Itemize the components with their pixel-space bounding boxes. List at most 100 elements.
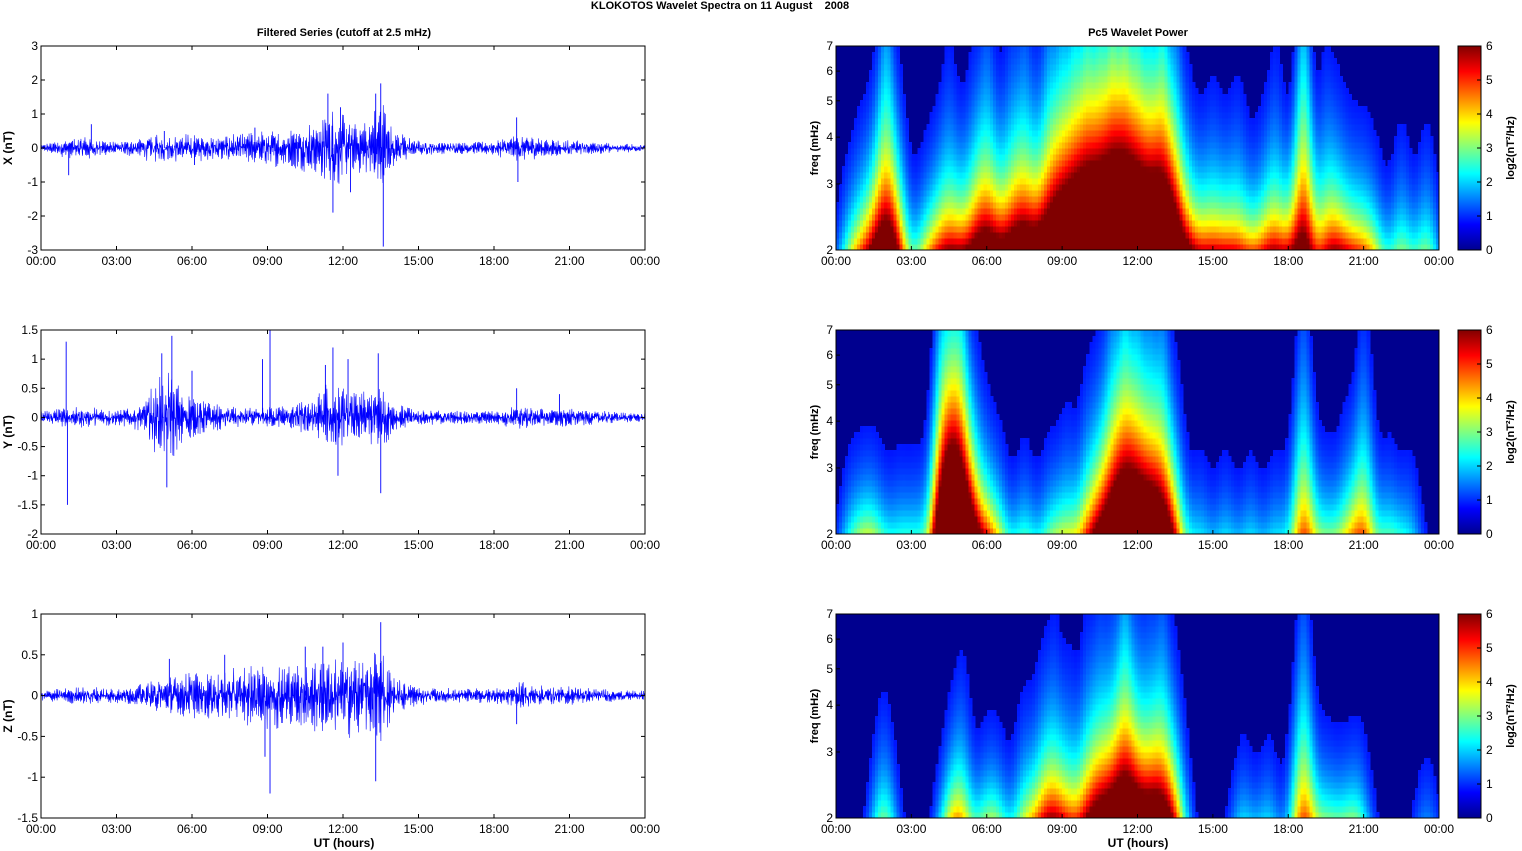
wavelet-z-x-tick-label: 00:00 <box>821 822 851 836</box>
wavelet-x-y-tick-label: 7 <box>826 39 833 53</box>
line-x-y-tick-label: -3 <box>27 243 38 257</box>
line-y-x-tick-label: 12:00 <box>328 538 358 552</box>
wavelet-x-colorbar-tick-label: 2 <box>1486 175 1493 189</box>
figure-title: KLOKOTOS Wavelet Spectra on 11 August 20… <box>591 0 849 12</box>
wavelet-y-colorbar-tick-label: 1 <box>1486 493 1493 507</box>
line-y-y-tick-label: -0.5 <box>17 440 38 454</box>
wavelet-x-y-tick-label: 2 <box>826 243 833 257</box>
line-x-y-tick-label: 1 <box>31 107 38 121</box>
line-y-x-tick-label: 03:00 <box>101 538 131 552</box>
left-column-title: Filtered Series (cutoff at 2.5 mHz) <box>257 27 432 39</box>
wavelet-z-colorbar-tick-label: 5 <box>1486 641 1493 655</box>
right-column-title: Pc5 Wavelet Power <box>1088 27 1189 39</box>
wavelet-y-x-tick-label: 03:00 <box>896 538 926 552</box>
line-z-y-tick-label: -1.5 <box>17 811 38 825</box>
wavelet-x-colorbar-tick-label: 4 <box>1486 107 1493 121</box>
line-z-x-tick-label: 03:00 <box>101 822 131 836</box>
wavelet-y-colorbar-tick-label: 0 <box>1486 527 1493 541</box>
wavelet-y-colorbar-label: log2(nT²/Hz) <box>1505 400 1517 464</box>
line-y-x-tick-label: 09:00 <box>252 538 282 552</box>
wavelet-x-x-tick-label: 00:00 <box>1424 254 1454 268</box>
line-x-x-tick-label: 00:00 <box>26 254 56 268</box>
line-z-y-tick-label: 0 <box>31 689 38 703</box>
wavelet-y-colorbar-tick-label: 3 <box>1486 425 1493 439</box>
wavelet-y-colorbar-tick-label: 4 <box>1486 391 1493 405</box>
wavelet-y-x-tick-label: 00:00 <box>1424 538 1454 552</box>
wavelet-y-y-tick-label: 4 <box>826 414 833 428</box>
wavelet-x-colorbar-tick-label: 0 <box>1486 243 1493 257</box>
wavelet-x-y-tick-label: 4 <box>826 130 833 144</box>
wavelet-y-heatmap-cells <box>836 330 1428 535</box>
wavelet-x-x-tick-label: 18:00 <box>1273 254 1303 268</box>
wavelet-y-y-tick-label: 2 <box>826 527 833 541</box>
wavelet-y-colorbar-tick-label: 6 <box>1486 323 1493 337</box>
wavelet-z-y-tick-label: 6 <box>826 632 833 646</box>
wavelet-x-x-tick-label: 12:00 <box>1122 254 1152 268</box>
line-x-x-tick-label: 18:00 <box>479 254 509 268</box>
line-y-y-tick-label: 1.5 <box>21 323 38 337</box>
line-z-panel: -1.5 -1 -0.5 0 0.5 1 00:00 03:00 06:00 09:00 12:00… <box>1 607 660 836</box>
wavelet-x-y-tick-label: 6 <box>826 64 833 78</box>
wavelet-y-y-tick-label: 5 <box>826 378 833 392</box>
line-z-x-tick-label: 21:00 <box>554 822 584 836</box>
wavelet-y-y-axis-label: freq (mHz) <box>809 404 821 459</box>
wavelet-z-colorbar-tick-label: 2 <box>1486 743 1493 757</box>
line-y-y-tick-label: -2 <box>27 527 38 541</box>
line-y-x-tick-label: 18:00 <box>479 538 509 552</box>
wavelet-z-y-tick-label: 2 <box>826 811 833 825</box>
wavelet-z-x-tick-label: 06:00 <box>972 822 1002 836</box>
wavelet-z-y-tick-label: 5 <box>826 662 833 676</box>
wavelet-y-x-tick-label: 09:00 <box>1047 538 1077 552</box>
wavelet-x-x-tick-label: 21:00 <box>1349 254 1379 268</box>
wavelet-y-y-tick-label: 7 <box>826 323 833 337</box>
line-x-y-tick-label: -1 <box>27 175 38 189</box>
wavelet-z-y-axis-label: freq (mHz) <box>809 688 821 743</box>
wavelet-z-colorbar-tick-label: 1 <box>1486 777 1493 791</box>
wavelet-z-x-tick-label: 12:00 <box>1122 822 1152 836</box>
wavelet-x-y-axis-label: freq (mHz) <box>809 120 821 175</box>
line-y-y-tick-label: 1 <box>31 352 38 366</box>
line-z-x-tick-label: 00:00 <box>26 822 56 836</box>
line-y-x-tick-label: 00:00 <box>26 538 56 552</box>
wavelet-x-x-tick-label: 06:00 <box>972 254 1002 268</box>
wavelet-z-x-tick-label: 18:00 <box>1273 822 1303 836</box>
line-y-x-tick-label: 21:00 <box>554 538 584 552</box>
line-y-y-tick-label: 0.5 <box>21 381 38 395</box>
line-z-x-tick-label: 09:00 <box>252 822 282 836</box>
wavelet-y-y-tick-label: 6 <box>826 348 833 362</box>
line-y-y-axis-label: Y (nT) <box>1 415 15 449</box>
wavelet-x-colorbar-tick-label: 6 <box>1486 39 1493 53</box>
wavelet-z-colorbar-tick-label: 0 <box>1486 811 1493 825</box>
line-x-x-tick-label: 21:00 <box>554 254 584 268</box>
line-y-y-tick-label: 0 <box>31 410 38 424</box>
wavelet-z-heatmap-cells <box>863 614 1440 819</box>
line-x-x-tick-label: 15:00 <box>403 254 433 268</box>
wavelet-x-y-tick-label: 5 <box>826 94 833 108</box>
wavelet-x-y-tick-label: 3 <box>826 177 833 191</box>
line-x-y-tick-label: -2 <box>27 209 38 223</box>
line-x-x-tick-label: 03:00 <box>101 254 131 268</box>
wavelet-z-x-tick-label: 21:00 <box>1349 822 1379 836</box>
wavelet-y-colorbar-tick-label: 5 <box>1486 357 1493 371</box>
x-axis-label-right: UT (hours) <box>1108 836 1169 850</box>
line-y-plot-area <box>41 330 645 534</box>
wavelet-z-colorbar-tick-label: 6 <box>1486 607 1493 621</box>
line-z-x-tick-label: 06:00 <box>177 822 207 836</box>
line-z-x-tick-label: 15:00 <box>403 822 433 836</box>
line-y-x-tick-label: 15:00 <box>403 538 433 552</box>
line-z-x-tick-label: 00:00 <box>630 822 660 836</box>
wavelet-x-colorbar-tick-label: 5 <box>1486 73 1493 87</box>
wavelet-z-colorbar-tick-label: 3 <box>1486 709 1493 723</box>
wavelet-y-x-tick-label: 00:00 <box>821 538 851 552</box>
wavelet-x-x-tick-label: 15:00 <box>1198 254 1228 268</box>
wavelet-z-colorbar-tick-label: 4 <box>1486 675 1493 689</box>
wavelet-z-colorbar-label: log2(nT²/Hz) <box>1505 684 1517 748</box>
wavelet-z-x-tick-label: 15:00 <box>1198 822 1228 836</box>
wavelet-z-x-tick-label: 00:00 <box>1424 822 1454 836</box>
wavelet-x-x-tick-label: 00:00 <box>821 254 851 268</box>
wavelet-y-x-tick-label: 06:00 <box>972 538 1002 552</box>
line-x-x-tick-label: 00:00 <box>630 254 660 268</box>
line-x-series-line <box>40 105 646 184</box>
wavelet-x-colorbar-tick-label: 1 <box>1486 209 1493 223</box>
